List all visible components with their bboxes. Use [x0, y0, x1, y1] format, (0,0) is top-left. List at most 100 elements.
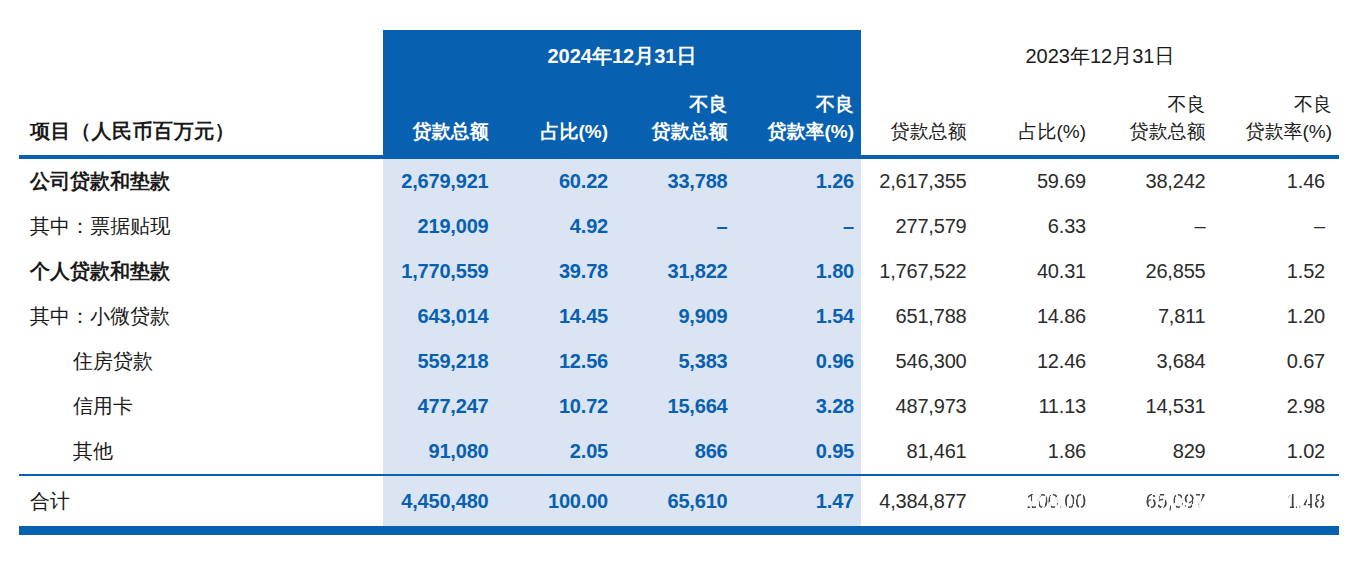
table-row-bill-discounting: 其中：票据贴现 219,009 4.92 – – 277,579 6.33 – …	[19, 204, 1339, 249]
column-header-loan-total-2024: 贷款总额	[383, 118, 503, 155]
data-cell: 1,770,559	[383, 249, 503, 294]
data-cell: 651,788	[861, 294, 981, 339]
data-cell: 4.92	[503, 204, 623, 249]
data-cell: 7,811	[1100, 294, 1220, 339]
period-group-2024: 2024年12月31日 贷款总额 占比(%) 不良 贷款总额 不良 贷款率(%)	[383, 30, 861, 155]
table-row-corporate-loans: 公司贷款和垫款 2,679,921 60.22 33,788 1.26 2,61…	[19, 159, 1339, 204]
data-cell: 1.48	[1220, 476, 1340, 526]
data-cell: 4,450,480	[383, 476, 503, 526]
data-cell: 26,855	[1100, 249, 1220, 294]
data-cell: 829	[1100, 429, 1220, 474]
column-header-line2: 贷款总额	[1100, 118, 1206, 146]
table-row-micro-loans: 其中：小微贷款 643,014 14.45 9,909 1.54 651,788…	[19, 294, 1339, 339]
data-cell: 14,531	[1100, 384, 1220, 429]
column-header-line2: 占比(%)	[503, 118, 609, 146]
column-header-line1: 不良	[622, 91, 728, 119]
data-cell: 277,579	[861, 204, 981, 249]
data-cell: –	[622, 204, 742, 249]
column-header-npl-ratio-2024: 不良 贷款率(%)	[742, 91, 862, 155]
data-cell: 6.33	[981, 204, 1101, 249]
data-cell: 2,617,355	[861, 159, 981, 204]
data-cell: 546,300	[861, 339, 981, 384]
data-cell: 15,664	[622, 384, 742, 429]
data-cell: 0.95	[742, 429, 862, 474]
degraded-text: 1.48	[1287, 490, 1325, 513]
degraded-text: 100.00	[1026, 490, 1086, 513]
row-label: 住房贷款	[19, 348, 383, 375]
data-cell: 0.96	[742, 339, 862, 384]
data-cell: 60.22	[503, 159, 623, 204]
column-header-line2: 占比(%)	[981, 118, 1087, 146]
column-header-line2: 贷款总额	[622, 118, 728, 146]
data-cell: 59.69	[981, 159, 1101, 204]
data-cell: 1.20	[1220, 294, 1340, 339]
table-bottom-rule	[19, 526, 1339, 535]
data-cell: 65,097	[1100, 476, 1220, 526]
data-cell: 1.86	[981, 429, 1101, 474]
data-cell: 33,788	[622, 159, 742, 204]
data-cell: 866	[622, 429, 742, 474]
period-group-2023: 2023年12月31日 贷款总额 占比(%) 不良 贷款总额 不良 贷款率(%)	[861, 30, 1339, 155]
table-row-personal-loans: 个人贷款和垫款 1,770,559 39.78 31,822 1.80 1,76…	[19, 249, 1339, 294]
data-cell: 1.47	[742, 476, 862, 526]
data-cell: –	[742, 204, 862, 249]
data-cell: 1,767,522	[861, 249, 981, 294]
data-cell: 643,014	[383, 294, 503, 339]
column-header-npl-total-2024: 不良 贷款总额	[622, 91, 742, 155]
data-cell: 1.46	[1220, 159, 1340, 204]
data-cell: 477,247	[383, 384, 503, 429]
row-label: 信用卡	[19, 393, 383, 420]
data-cell: 65,610	[622, 476, 742, 526]
data-cell: 100.00	[503, 476, 623, 526]
data-cell: 31,822	[622, 249, 742, 294]
row-label: 其他	[19, 438, 383, 465]
data-cell: 91,080	[383, 429, 503, 474]
loan-distribution-table: 项目（人民币百万元） 2024年12月31日 贷款总额 占比(%) 不良 贷款总…	[19, 30, 1339, 535]
data-cell: 10.72	[503, 384, 623, 429]
data-cell: 1.80	[742, 249, 862, 294]
row-label: 其中：小微贷款	[19, 303, 383, 330]
data-cell: –	[1100, 204, 1220, 249]
row-label: 合计	[19, 488, 383, 515]
column-header-line1: 不良	[1220, 91, 1333, 119]
column-header-share-2024: 占比(%)	[503, 118, 623, 155]
data-cell: 11.13	[981, 384, 1101, 429]
report-page: 项目（人民币百万元） 2024年12月31日 贷款总额 占比(%) 不良 贷款总…	[0, 0, 1364, 568]
table-row-housing-loans: 住房贷款 559,218 12.56 5,383 0.96 546,300 12…	[19, 339, 1339, 384]
data-cell: 219,009	[383, 204, 503, 249]
data-cell: 2.05	[503, 429, 623, 474]
table-header: 项目（人民币百万元） 2024年12月31日 贷款总额 占比(%) 不良 贷款总…	[19, 30, 1339, 159]
data-cell: 14.45	[503, 294, 623, 339]
data-cell: 4,384,877	[861, 476, 981, 526]
row-label: 公司贷款和垫款	[19, 168, 383, 195]
data-cell: 9,909	[622, 294, 742, 339]
data-cell: 1.02	[1220, 429, 1340, 474]
data-cell: 1.54	[742, 294, 862, 339]
data-cell: 1.26	[742, 159, 862, 204]
data-cell: 14.86	[981, 294, 1101, 339]
project-column-header: 项目（人民币百万元）	[19, 118, 383, 155]
data-cell: 3.28	[742, 384, 862, 429]
column-header-npl-ratio-2023: 不良 贷款率(%)	[1220, 91, 1340, 155]
column-header-line2: 贷款率(%)	[742, 118, 855, 146]
data-cell: 81,461	[861, 429, 981, 474]
data-cell: 3,684	[1100, 339, 1220, 384]
column-header-line1: 不良	[742, 91, 855, 119]
row-label: 其中：票据贴现	[19, 213, 383, 240]
row-label: 个人贷款和垫款	[19, 258, 383, 285]
column-header-line2: 贷款总额	[861, 118, 967, 146]
data-cell: 100.00	[981, 476, 1101, 526]
column-header-share-2023: 占比(%)	[981, 118, 1101, 155]
degraded-text: 65,097	[1146, 490, 1206, 513]
data-cell: 2,679,921	[383, 159, 503, 204]
data-cell: 12.56	[503, 339, 623, 384]
table-row-credit-card: 信用卡 477,247 10.72 15,664 3.28 487,973 11…	[19, 384, 1339, 429]
table-row-others: 其他 91,080 2.05 866 0.95 81,461 1.86 829 …	[19, 429, 1339, 474]
data-cell: 559,218	[383, 339, 503, 384]
column-header-line1: 不良	[1100, 91, 1206, 119]
data-cell: 12.46	[981, 339, 1101, 384]
data-cell: –	[1220, 204, 1340, 249]
data-cell: 39.78	[503, 249, 623, 294]
column-header-npl-total-2023: 不良 贷款总额	[1100, 91, 1220, 155]
column-header-loan-total-2023: 贷款总额	[861, 118, 981, 155]
